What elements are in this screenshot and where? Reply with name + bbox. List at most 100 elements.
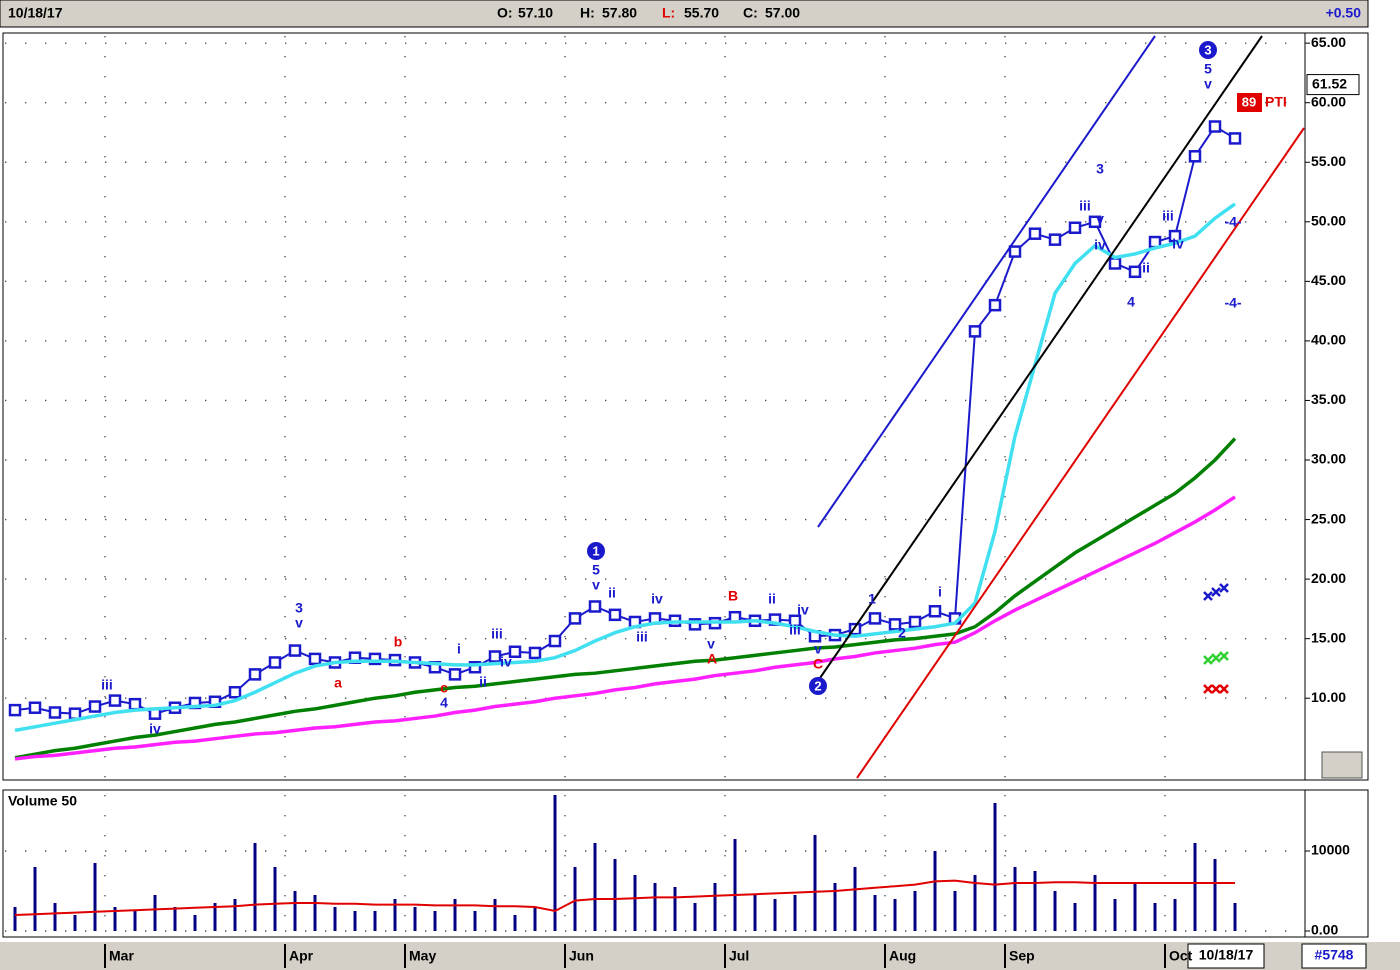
volume-bar bbox=[333, 907, 337, 931]
toolbar-icon[interactable] bbox=[1321, 751, 1363, 779]
volume-bar bbox=[73, 915, 77, 931]
price-marker bbox=[848, 622, 862, 636]
volume-bar bbox=[973, 875, 977, 931]
price-marker bbox=[928, 605, 942, 618]
wave-label: 3 bbox=[1204, 42, 1211, 57]
price-marker bbox=[568, 612, 582, 625]
price-marker bbox=[1048, 233, 1062, 246]
price-marker bbox=[288, 644, 302, 657]
price-marker bbox=[228, 685, 242, 699]
volume-bar bbox=[793, 895, 797, 931]
price-marker bbox=[448, 668, 462, 681]
wave-label: -4- bbox=[1224, 295, 1241, 311]
wave-label: v bbox=[295, 615, 303, 631]
volume-bar bbox=[653, 883, 657, 931]
wave-label: i bbox=[457, 641, 461, 657]
moving-average bbox=[14, 495, 1236, 761]
x-tick-label: Apr bbox=[289, 948, 314, 964]
plot-area bbox=[5, 36, 1310, 932]
price-marker bbox=[528, 646, 542, 660]
volume-bar bbox=[1213, 859, 1217, 931]
wave-label: iii bbox=[636, 629, 648, 645]
price-marker bbox=[588, 600, 602, 613]
y-tick-label: 30.00 bbox=[1311, 451, 1346, 467]
price-marker bbox=[1168, 229, 1182, 243]
volume-bar bbox=[393, 899, 397, 931]
wave-label: iii bbox=[1162, 208, 1174, 224]
volume-bar bbox=[1053, 891, 1057, 931]
volume-title: Volume 50 bbox=[8, 793, 77, 809]
price-marker bbox=[108, 694, 122, 707]
wave-labels: iii iv 3 v a b c 4 i ii iii iv 1 5 v ii … bbox=[101, 41, 1242, 737]
price-marker bbox=[1068, 221, 1082, 235]
price-marker bbox=[248, 668, 262, 681]
wave-label: v bbox=[1204, 76, 1212, 92]
low-label: L: bbox=[662, 5, 675, 21]
price-marker bbox=[988, 298, 1002, 312]
date-bar bbox=[0, 942, 1400, 970]
price-marker bbox=[128, 697, 142, 711]
volume-bar bbox=[573, 867, 577, 931]
y-tick-label: 45.00 bbox=[1311, 272, 1346, 288]
price-marker bbox=[608, 608, 622, 622]
target-marker bbox=[1203, 651, 1229, 665]
wave-label: 4 bbox=[1127, 294, 1135, 310]
y-tick-label: 40.00 bbox=[1311, 332, 1346, 348]
wave-label: 5 bbox=[1204, 61, 1212, 77]
wave-label: 3 bbox=[295, 600, 303, 616]
volume-bar bbox=[1233, 903, 1237, 931]
volume-bar bbox=[33, 867, 37, 931]
wave-label: ii bbox=[768, 591, 776, 607]
volume-bar bbox=[933, 851, 937, 931]
moving-average bbox=[14, 437, 1237, 760]
upper-channel bbox=[817, 35, 1156, 528]
y-tick-label: 10000 bbox=[1311, 842, 1350, 858]
volume-bar bbox=[453, 899, 457, 931]
volume-bar bbox=[673, 887, 677, 931]
y-tick-label: 35.00 bbox=[1311, 391, 1346, 407]
volume-bar bbox=[553, 795, 557, 931]
volume-bar bbox=[373, 911, 377, 931]
volume-bar bbox=[1193, 843, 1197, 931]
volume-bar bbox=[13, 907, 17, 931]
volume-panel bbox=[2, 789, 1369, 938]
volume-bar bbox=[413, 907, 417, 931]
wave-label: ii bbox=[479, 674, 487, 690]
volume-bar bbox=[993, 803, 997, 931]
wave-label: v bbox=[814, 641, 822, 657]
y-tick-label: 60.00 bbox=[1311, 93, 1346, 109]
close-value: 57.00 bbox=[765, 5, 800, 21]
volume-bar bbox=[1073, 903, 1077, 931]
wave-label: 5 bbox=[592, 562, 600, 578]
volume-bar bbox=[1013, 867, 1017, 931]
volume-bar bbox=[693, 903, 697, 931]
price-marker bbox=[688, 618, 702, 631]
wave-label: iv bbox=[651, 591, 663, 607]
volume-bar bbox=[213, 903, 217, 931]
price-marker bbox=[1208, 120, 1222, 133]
volume-bar bbox=[253, 843, 257, 931]
footer-date: 10/18/17 bbox=[1199, 947, 1254, 963]
price-marker bbox=[548, 634, 562, 648]
wave-circle bbox=[809, 677, 827, 695]
x-tick-label: Oct bbox=[1169, 948, 1193, 964]
volume-bar bbox=[1093, 875, 1097, 931]
price-marker bbox=[968, 325, 982, 338]
volume-bar bbox=[493, 899, 497, 931]
y-tick-label: 20.00 bbox=[1311, 570, 1346, 586]
price-flag-box bbox=[1306, 74, 1360, 96]
volume-bar bbox=[813, 835, 817, 931]
footer-id-box bbox=[1301, 943, 1367, 969]
wave-label: v bbox=[707, 636, 715, 652]
y-tick-label: 10.00 bbox=[1311, 689, 1346, 705]
volume-bar bbox=[593, 843, 597, 931]
wave-label: iv bbox=[1094, 237, 1106, 253]
volume-bar bbox=[113, 907, 117, 931]
y-tick-label: 15.00 bbox=[1311, 629, 1346, 645]
wave-label: -4- bbox=[1224, 214, 1241, 230]
wave-label: iv bbox=[1172, 236, 1184, 252]
volume-bar bbox=[913, 891, 917, 931]
wave-label: 3 bbox=[1096, 161, 1104, 177]
y-tick-label: 0.00 bbox=[1311, 922, 1338, 938]
